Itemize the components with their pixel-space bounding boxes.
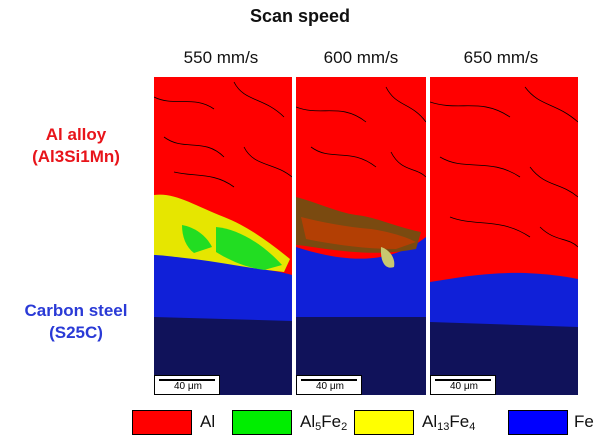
legend-label-al13fe4: Al13Fe4 [422,412,476,433]
legend-swatch-al [132,410,192,435]
carbon-steel-label: Carbon steel (S25C) [0,300,152,344]
al-alloy-label: Al alloy (Al3Si1Mn) [0,124,152,168]
column-label-550: 550 mm/s [183,48,259,67]
legend-swatch-fe [508,410,568,435]
legend-label-al: Al [200,412,216,431]
phase-map-550: 40 μm [154,77,292,395]
al-alloy-name: Al alloy [45,125,107,144]
column-label-600: 600 mm/s [323,48,399,67]
legend-label-fe: Fe [574,412,594,431]
legend-swatch-al5fe2 [232,410,292,435]
column-label-650: 650 mm/s [463,48,539,67]
scale-bar-label: 40 μm [316,381,344,392]
scale-bar-label: 40 μm [450,381,478,392]
scale-bar-650: 40 μm [430,375,496,395]
carbon-steel-name: Carbon steel [24,301,128,320]
carbon-steel-grade: (S25C) [49,323,103,342]
scale-bar-550: 40 μm [154,375,220,395]
phase-map-600: 40 μm [296,77,426,395]
scale-bar-600: 40 μm [296,375,362,395]
al-alloy-grade: (Al3Si1Mn) [32,147,120,166]
legend-label-al5fe2: Al5Fe2 [300,412,348,433]
scale-bar-label: 40 μm [174,381,202,392]
figure-title: Scan speed [249,6,351,26]
phase-map-650: 40 μm [430,77,578,395]
legend-swatch-al13fe4 [354,410,414,435]
